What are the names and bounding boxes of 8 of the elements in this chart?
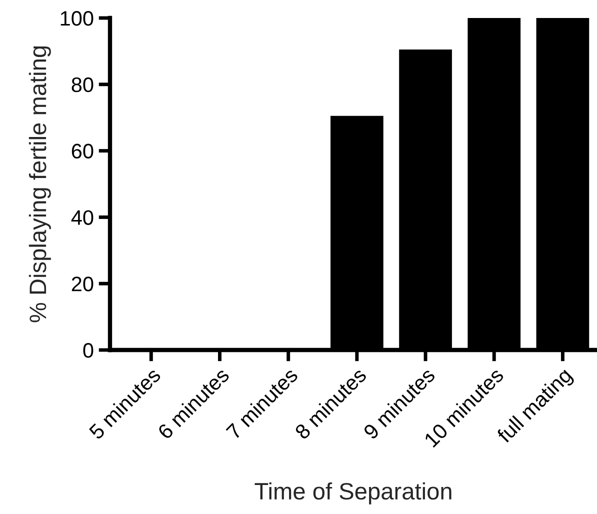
y-tick-label: 80 — [72, 77, 94, 92]
y-tick-label: 100 — [60, 11, 94, 26]
y-axis-title: % Displaying fertile mating — [28, 46, 51, 322]
x-axis-title: Time of Separation — [254, 482, 452, 504]
y-tick-label: 0 — [83, 343, 94, 358]
y-tick-label: 60 — [72, 144, 94, 159]
y-tick-label: 40 — [71, 210, 94, 225]
y-tick-label: 20 — [72, 276, 94, 292]
